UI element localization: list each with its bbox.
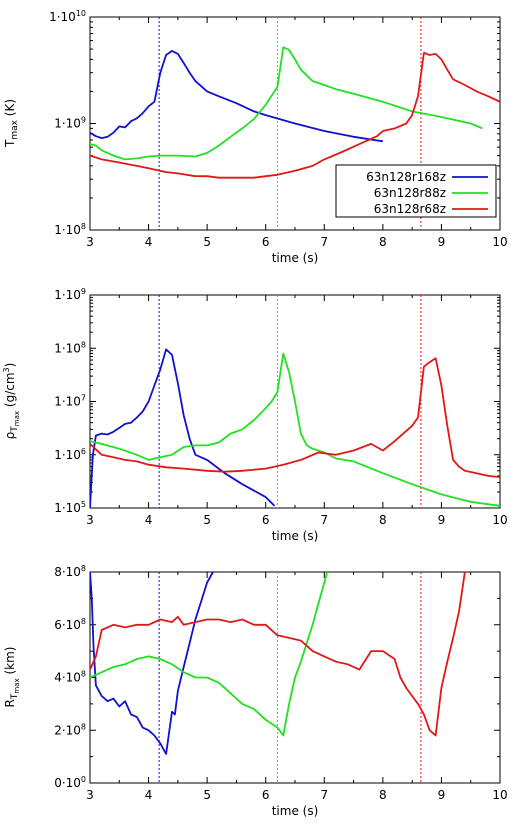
y-tick-label: 1·108 [54,340,86,355]
y-axis-label: Tmax (K) [3,99,20,148]
y-tick-label: 1·109 [54,116,86,131]
x-tick-label: 3 [86,513,94,527]
x-tick-label: 3 [86,235,94,249]
y-tick-label: 8·108 [54,564,86,579]
y-tick-label: 6·108 [54,617,86,632]
y-tick-label: 4·108 [54,670,86,685]
x-tick-label: 10 [492,788,507,802]
x-tick-label: 5 [203,235,211,249]
legend-label: 63n128r68z [374,202,446,216]
panel-1: 3 4 5 6 7 8 9 10 time (s) 1·1010 1·109 1·108 Tmax (K… [3,9,508,265]
x-tick-label: 5 [203,513,211,527]
x-tick-label: 6 [262,513,270,527]
y-tick-label: 1·108 [54,222,86,237]
panel-2: 3 4 5 6 7 8 9 10 time (s) 1·109 1·108 1·107 1·106 1·1… [2,287,508,543]
x-axis-label: time (s) [272,251,319,265]
y-tick-label: 1·107 [54,394,86,409]
series-line-63n128r168z [90,572,214,755]
x-tick-label: 6 [262,788,270,802]
series-line-63n128r68z [90,572,466,737]
y-tick-label: 1·106 [54,447,86,462]
x-tick-label: 8 [379,235,387,249]
legend-label: 63n128r88z [374,186,446,200]
series-line-63n128r68z [90,357,500,478]
x-tick-label: 3 [86,788,94,802]
series-line-63n128r68z [90,52,500,179]
y-axis-label: ρTmax (g/cm3) [2,363,21,440]
x-tick-label: 4 [145,788,153,802]
series-line-63n128r88z [90,572,329,737]
x-tick-label: 10 [492,235,507,249]
series-line-63n128r88z [90,46,483,161]
y-tick-label: 1·105 [54,500,86,515]
y-tick-label: 1·109 [54,287,86,302]
series-line-63n128r88z [90,352,500,507]
x-axis-label: time (s) [272,529,319,543]
series-line-63n128r168z [90,348,276,508]
x-tick-label: 9 [438,788,446,802]
y-axis-label: RTmax (km) [3,647,21,708]
legend-label: 63n128r168z [366,170,446,184]
x-tick-label: 7 [320,788,328,802]
x-tick-label: 8 [379,513,387,527]
x-axis-label: time (s) [272,804,319,818]
x-tick-label: 9 [438,235,446,249]
y-tick-label: 1·1010 [49,9,86,24]
x-tick-label: 5 [203,788,211,802]
x-tick-label: 7 [320,513,328,527]
y-tick-label: 0·100 [54,775,86,790]
panel-3: 3 4 5 6 7 8 9 10 time (s) 8·108 6·108 4·108 2·108 0·1… [3,564,508,818]
y-tick-label: 2·108 [54,722,86,737]
x-tick-label: 4 [145,513,153,527]
x-tick-label: 7 [320,235,328,249]
x-tick-label: 9 [438,513,446,527]
legend: 63n128r168z 63n128r88z 63n128r68z [335,164,497,218]
x-tick-label: 4 [145,235,153,249]
series-line-63n128r168z [90,50,384,143]
x-tick-label: 8 [379,788,387,802]
x-tick-label: 6 [262,235,270,249]
x-tick-label: 10 [492,513,507,527]
